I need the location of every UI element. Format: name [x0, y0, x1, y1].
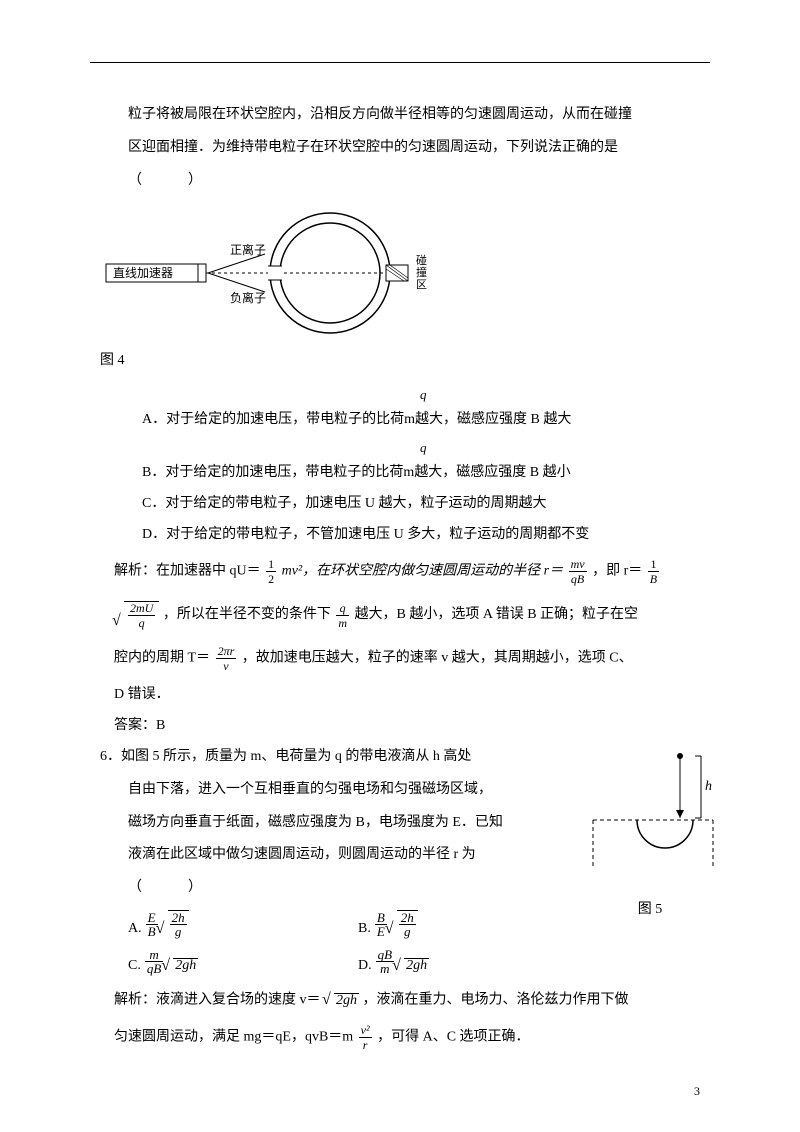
- figure-4-label: 图 4: [100, 346, 700, 377]
- q6-analysis-line1: 解析：液滴进入复合场的速度 v＝ 2gh ，液滴在重力、电场力、洛伦兹力作用下做: [100, 985, 700, 1016]
- q-over-m-B: q: [100, 436, 700, 458]
- intro-line-1: 粒子将被局限在环状空腔内，沿相反方向做半径相等的匀速圆周运动，从而在碰撞: [100, 100, 700, 131]
- drop-arrowhead: [676, 810, 684, 818]
- zone-label-1: 碰: [416, 254, 427, 267]
- collider-svg: 直线加速器 正离子 负离子 碰 撞 区: [100, 202, 480, 342]
- analysis5-answer: 答案：B: [100, 711, 700, 742]
- q6-line4: 液滴在此区域中做匀速圆周运动，则圆周运动的半径 r 为: [100, 840, 520, 871]
- q6-line3: 磁场方向垂直于纸面，磁感应强度为 B，电场强度为 E．已知: [100, 808, 520, 839]
- h-label: h: [705, 779, 712, 794]
- accelerator-label: 直线加速器: [113, 266, 173, 280]
- q6-paren: （ ）: [100, 873, 520, 904]
- zone-label-2: 撞: [416, 265, 427, 279]
- option-C: C．对于给定的带电粒子，加速电压 U 越大，粒子运动的周期越大: [100, 489, 700, 520]
- figure-5-svg: h: [585, 748, 715, 878]
- intro-paren: （ ）: [100, 166, 700, 197]
- analysis5-line3: 腔内的周期 T＝ 2πrv ，故加速电压越大，粒子的速率 v 越大，其周期越小，…: [100, 637, 700, 680]
- q6-choices-row2: C. mqB 2gh D. qBm 2gh: [100, 948, 700, 975]
- choice-D: D. qBm 2gh: [358, 948, 588, 975]
- analysis5-line1: 解析：在加速器中 qU＝ 12 mv²，在环状空腔内做匀速圆周运动的半径 r＝ …: [100, 550, 700, 593]
- choice-C: C. mqB 2gh: [128, 948, 358, 975]
- q6-line1: 6．如图 5 所示，质量为 m、电荷量为 q 的带电液滴从 h 高处: [100, 742, 520, 773]
- zone-label-3: 区: [416, 279, 427, 291]
- option-A: A．对于给定的加速电压，带电粒子的比荷m越大，磁感应强度 B 越大: [100, 405, 700, 436]
- analysis5-line2: 2mUq ，所以在半径不变的条件下 qm 越大，B 越小，选项 A 错误 B 正…: [100, 593, 700, 637]
- question-6: 6．如图 5 所示，质量为 m、电荷量为 q 的带电液滴从 h 高处 自由下落，…: [100, 742, 700, 904]
- q6-line2: 自由下落，进入一个互相垂直的匀强电场和匀强磁场区域，: [100, 775, 520, 806]
- figure-5-label: 图 5: [580, 895, 720, 926]
- top-horizontal-rule: [90, 62, 710, 63]
- option-B: B．对于给定的加速电压，带电粒子的比荷m越大，磁感应强度 B 越小: [100, 458, 700, 489]
- accelerator-end: [198, 264, 206, 282]
- choice-A: A. EB 2hg: [128, 910, 358, 938]
- page-number: 3: [694, 1078, 700, 1104]
- analysis5-line4: D 错误．: [100, 680, 700, 711]
- collider-diagram: 直线加速器 正离子 负离子 碰 撞 区: [100, 202, 700, 342]
- neg-ion-label: 负离子: [230, 290, 266, 305]
- pos-ion-label: 正离子: [230, 242, 266, 257]
- ring-outer: [270, 213, 390, 333]
- figure-5: h 图 5: [580, 748, 720, 926]
- option-D: D．对于给定的带电粒子，不管加速电压 U 多大，粒子运动的周期都不变: [100, 520, 700, 551]
- choice-B: B. BE 2hg: [358, 910, 588, 938]
- ring-entry-gap: [268, 266, 282, 280]
- q-over-m-A: q: [100, 383, 700, 405]
- circular-path: [637, 820, 693, 848]
- q6-analysis-line2: 匀速圆周运动，满足 mg＝qE，qvB＝m v²r ，可得 A、C 选项正确．: [100, 1016, 700, 1059]
- intro-line-2: 区迎面相撞．为维持带电粒子在环状空腔中的匀速圆周运动，下列说法正确的是: [100, 133, 700, 164]
